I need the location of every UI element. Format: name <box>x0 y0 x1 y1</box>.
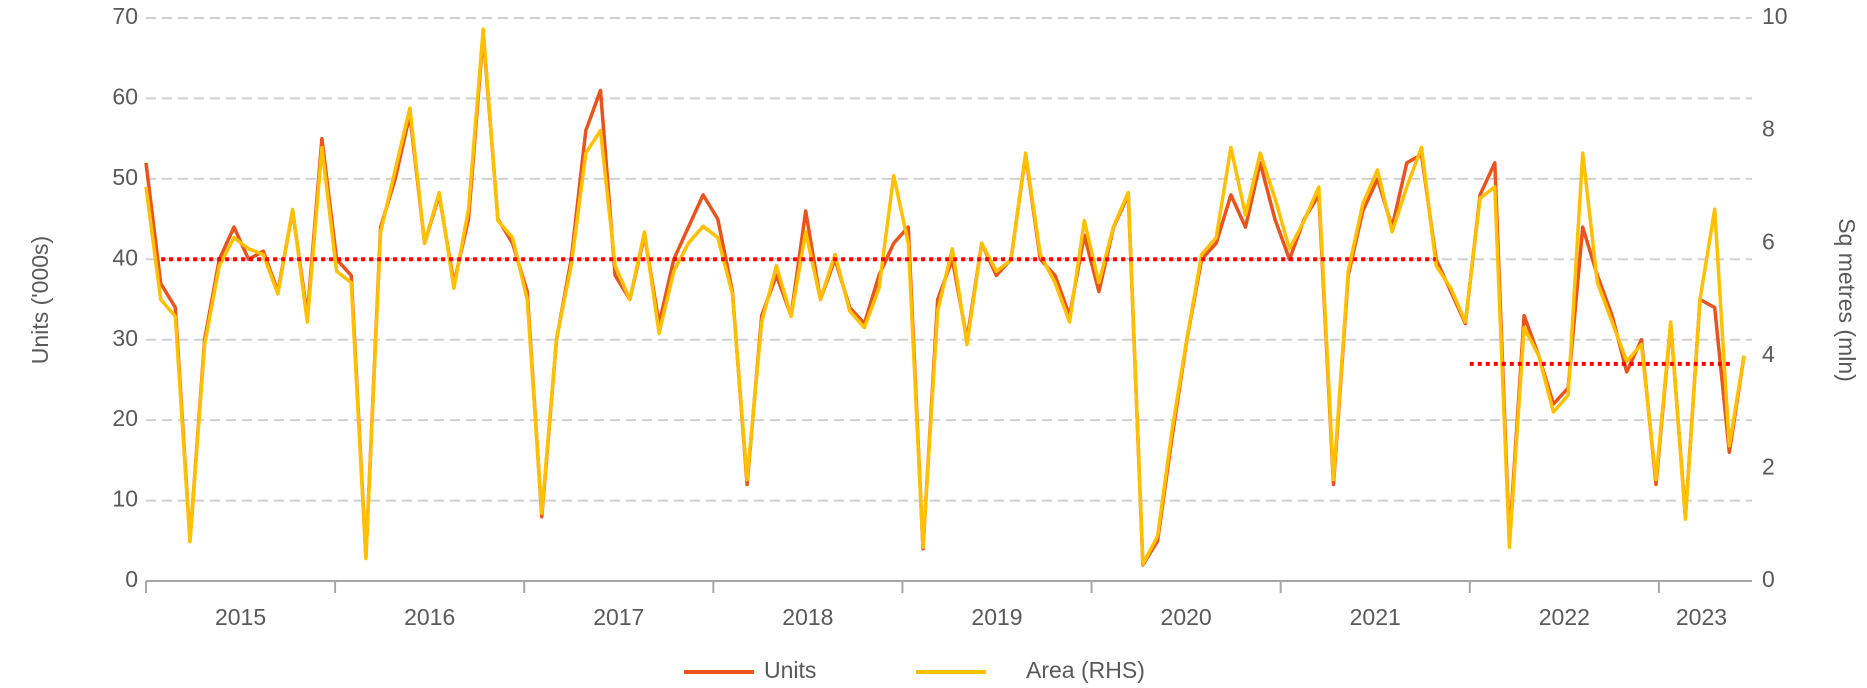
x-tick-label: 2018 <box>782 604 833 630</box>
x-tick-label: 2021 <box>1350 604 1401 630</box>
legend-label: Area (RHS) <box>1026 657 1145 683</box>
legend-label: Units <box>764 657 816 683</box>
y-tick-label: 50 <box>112 164 138 190</box>
y-tick-label: 20 <box>112 405 138 431</box>
y-tick-label: 70 <box>112 3 138 29</box>
x-tick-label: 2019 <box>971 604 1022 630</box>
x-tick-label: 2023 <box>1676 604 1727 630</box>
y2-tick-label: 0 <box>1762 566 1775 592</box>
y-axis-title: Units ('000s) <box>27 236 53 364</box>
x-tick-label: 2022 <box>1539 604 1590 630</box>
y-tick-label: 0 <box>125 566 138 592</box>
y-tick-label: 10 <box>112 486 138 512</box>
y-tick-label: 30 <box>112 325 138 351</box>
x-tick-label: 2016 <box>404 604 455 630</box>
x-tick-label: 2017 <box>593 604 644 630</box>
y2-tick-label: 8 <box>1762 116 1775 142</box>
x-tick-label: 2020 <box>1161 604 1212 630</box>
y2-tick-label: 6 <box>1762 228 1775 254</box>
x-tick-label: 2015 <box>215 604 266 630</box>
series-line <box>144 32 1746 567</box>
y2-tick-label: 10 <box>1762 3 1788 29</box>
y2-axis-title: Sq metres (mln) <box>1834 218 1860 382</box>
y2-tick-label: 2 <box>1762 453 1775 479</box>
y-tick-label: 40 <box>112 244 138 270</box>
y-tick-label: 60 <box>112 84 138 110</box>
series-line <box>144 27 1746 566</box>
y2-tick-label: 4 <box>1762 341 1775 367</box>
